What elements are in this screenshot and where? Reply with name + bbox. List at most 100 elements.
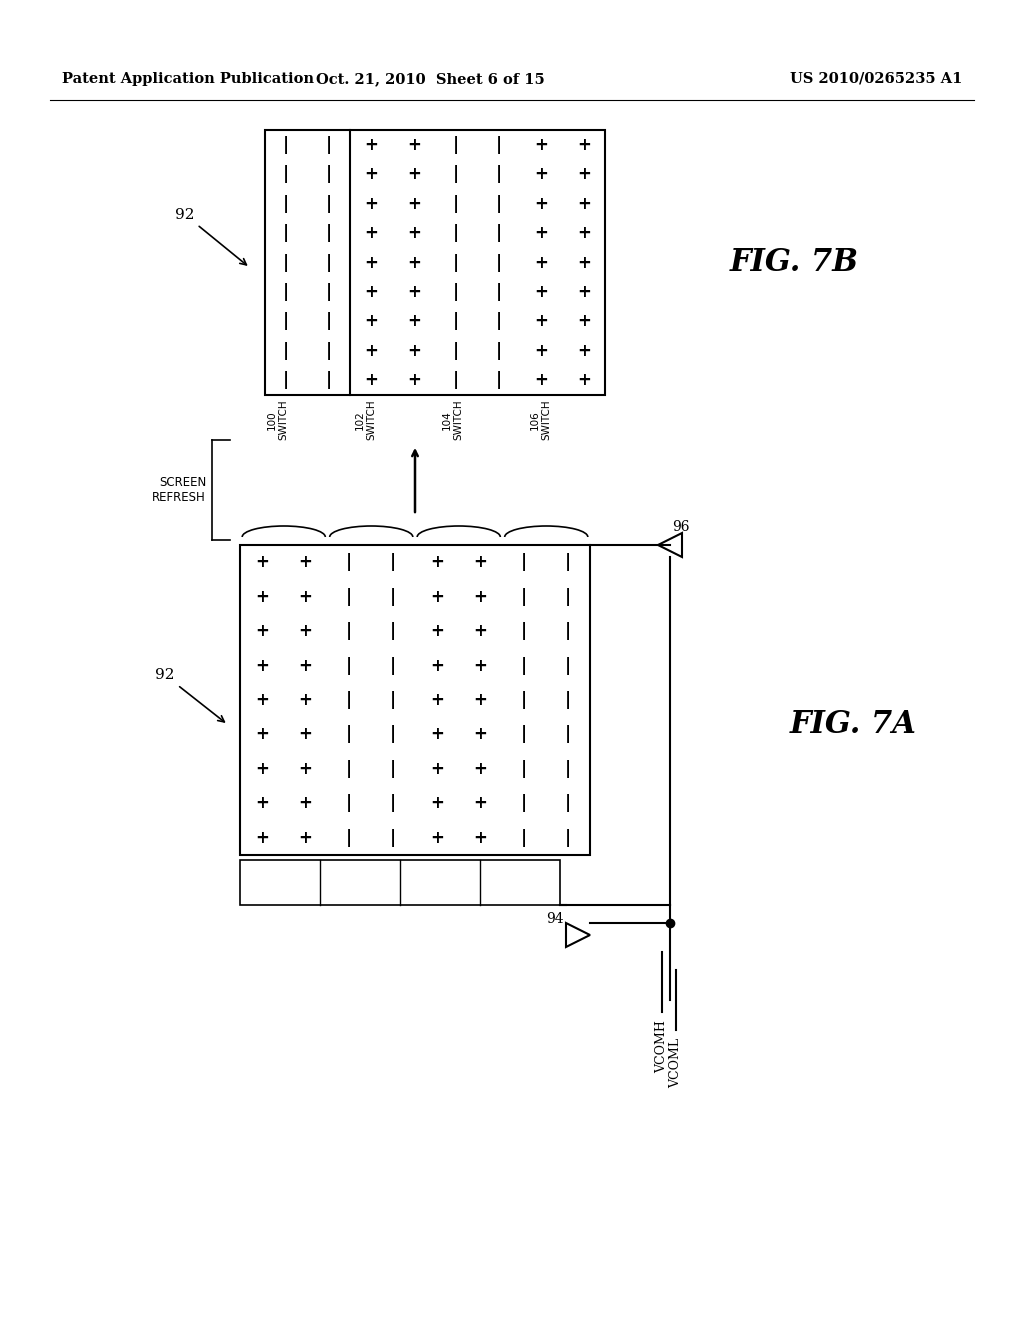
Text: +: + [255, 587, 269, 606]
Text: |: | [521, 553, 527, 572]
Text: 102
SWITCH: 102 SWITCH [354, 400, 376, 440]
Text: |: | [390, 553, 396, 572]
Text: 92: 92 [175, 207, 247, 265]
Text: |: | [454, 165, 460, 183]
Text: +: + [299, 726, 312, 743]
Text: |: | [496, 313, 502, 330]
Text: +: + [407, 371, 421, 389]
Text: |: | [346, 726, 352, 743]
Text: |: | [565, 587, 571, 606]
Text: +: + [474, 829, 487, 846]
Text: |: | [521, 829, 527, 846]
Text: |: | [346, 622, 352, 640]
Text: 104
SWITCH: 104 SWITCH [442, 400, 464, 440]
Text: +: + [430, 760, 443, 777]
Text: |: | [390, 795, 396, 812]
Text: SCREEN
REFRESH: SCREEN REFRESH [153, 477, 206, 504]
Text: +: + [474, 553, 487, 572]
Text: +: + [365, 282, 378, 301]
Text: +: + [407, 165, 421, 183]
Text: US 2010/0265235 A1: US 2010/0265235 A1 [790, 73, 962, 86]
Text: |: | [565, 656, 571, 675]
Text: |: | [346, 795, 352, 812]
Text: |: | [496, 165, 502, 183]
Text: +: + [474, 587, 487, 606]
Text: |: | [346, 656, 352, 675]
Text: |: | [454, 253, 460, 272]
Text: +: + [365, 194, 378, 213]
Text: +: + [299, 656, 312, 675]
Text: |: | [565, 760, 571, 777]
Text: 100
SWITCH: 100 SWITCH [267, 400, 289, 440]
Text: FIG. 7A: FIG. 7A [790, 709, 916, 741]
Text: Oct. 21, 2010  Sheet 6 of 15: Oct. 21, 2010 Sheet 6 of 15 [315, 73, 545, 86]
Text: +: + [577, 224, 591, 242]
Text: |: | [496, 342, 502, 360]
Text: |: | [326, 194, 332, 213]
Text: |: | [521, 760, 527, 777]
Text: |: | [326, 136, 332, 153]
Text: |: | [390, 587, 396, 606]
Text: |: | [496, 136, 502, 153]
Text: +: + [577, 282, 591, 301]
Text: +: + [430, 690, 443, 709]
Text: |: | [565, 690, 571, 709]
Text: +: + [430, 726, 443, 743]
Text: |: | [454, 371, 460, 389]
Text: +: + [407, 136, 421, 153]
Text: |: | [284, 282, 290, 301]
Text: +: + [535, 342, 548, 360]
Text: 106
SWITCH: 106 SWITCH [529, 400, 551, 440]
Text: +: + [430, 829, 443, 846]
Text: 94: 94 [547, 912, 564, 927]
Text: |: | [284, 224, 290, 242]
Text: |: | [326, 371, 332, 389]
Text: +: + [365, 224, 378, 242]
Text: |: | [521, 690, 527, 709]
Text: |: | [454, 136, 460, 153]
Text: +: + [535, 224, 548, 242]
Text: |: | [565, 829, 571, 846]
Text: +: + [365, 342, 378, 360]
Text: |: | [326, 165, 332, 183]
Text: +: + [474, 690, 487, 709]
Text: |: | [496, 194, 502, 213]
Text: |: | [521, 656, 527, 675]
Text: |: | [565, 726, 571, 743]
Text: +: + [299, 760, 312, 777]
Text: +: + [577, 194, 591, 213]
Bar [240, 861, 560, 906]
Text: |: | [454, 313, 460, 330]
Text: +: + [577, 371, 591, 389]
Text: |: | [390, 656, 396, 675]
Text: |: | [390, 690, 396, 709]
Text: +: + [430, 553, 443, 572]
Text: VCOML: VCOML [670, 1038, 683, 1088]
Text: +: + [299, 795, 312, 812]
Text: +: + [299, 587, 312, 606]
Text: +: + [407, 194, 421, 213]
Text: |: | [284, 194, 290, 213]
Text: +: + [430, 795, 443, 812]
Text: +: + [430, 587, 443, 606]
Text: |: | [284, 313, 290, 330]
Text: |: | [326, 224, 332, 242]
Text: |: | [565, 553, 571, 572]
Text: +: + [407, 342, 421, 360]
Text: |: | [521, 587, 527, 606]
Text: +: + [474, 656, 487, 675]
Text: +: + [407, 224, 421, 242]
Text: 96: 96 [672, 520, 689, 535]
Text: +: + [255, 795, 269, 812]
Text: |: | [326, 253, 332, 272]
Text: |: | [284, 253, 290, 272]
Text: 92: 92 [156, 668, 224, 722]
Text: +: + [299, 690, 312, 709]
Text: |: | [284, 371, 290, 389]
Text: +: + [474, 726, 487, 743]
Text: +: + [577, 136, 591, 153]
Text: |: | [521, 726, 527, 743]
Text: |: | [346, 829, 352, 846]
Text: |: | [390, 726, 396, 743]
Text: +: + [255, 726, 269, 743]
